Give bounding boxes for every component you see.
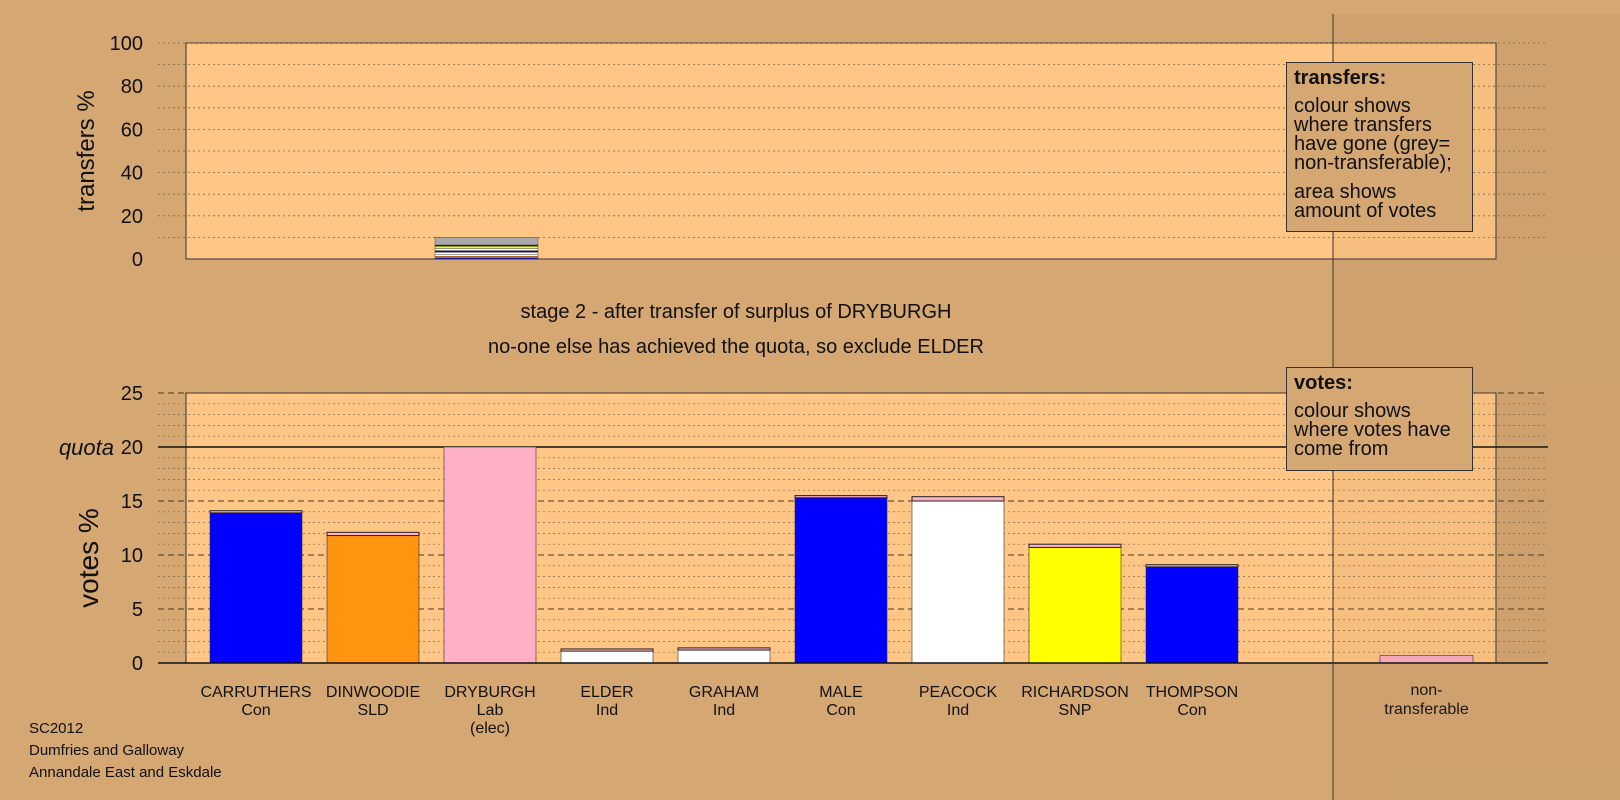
bar-dinwoodie: [326, 535, 420, 664]
candidate-name-dinwoodie: DINWOODIE: [326, 684, 420, 701]
bar-carruthers: [209, 512, 303, 664]
votes-legend: votes: colour shows where votes have com…: [1286, 367, 1473, 471]
candidate-name-richardson: RICHARDSON: [1021, 684, 1129, 701]
bar-elder: [560, 650, 654, 664]
votes-y-tick-label: 15: [121, 491, 143, 513]
candidate-status-dryburgh: (elec): [470, 720, 510, 737]
transfer-segment-peacock: [434, 248, 539, 251]
transfers-y-tick-label: 40: [121, 163, 143, 185]
bar-transfer-richardson: [1028, 543, 1122, 548]
candidate-party-carruthers: Con: [241, 702, 270, 719]
transfers-legend: transfers: colour shows where transfers …: [1286, 62, 1473, 232]
bar-transfer-peacock: [911, 496, 1005, 502]
candidate-party-peacock: Ind: [947, 702, 969, 719]
transfer-segment-dinwoodie: [434, 255, 539, 259]
transfers-legend-area-text: area shows amount of votes: [1294, 181, 1437, 222]
stage-title: stage 2 - after transfer of surplus of D…: [521, 301, 952, 323]
transfers-y-tick-label: 60: [121, 119, 143, 141]
footer-ward: Annandale East and Eskdale: [29, 764, 222, 781]
bar-transfer-graham: [677, 647, 771, 651]
candidate-name-carruthers: CARRUTHERS: [200, 684, 311, 701]
transfers-y-tick-label: 100: [110, 33, 143, 55]
votes-legend-title: votes:: [1294, 372, 1353, 394]
bar-transfer-thompson: [1145, 564, 1239, 568]
transfers-legend-colour-text: colour shows where transfers have gone (…: [1294, 95, 1452, 174]
candidate-name-thompson: THOMPSON: [1146, 684, 1238, 701]
candidate-name-elder: ELDER: [580, 684, 633, 701]
transfers-y-tick-label: 20: [121, 206, 143, 228]
candidate-name-dryburgh: DRYBURGH: [444, 684, 535, 701]
candidate-party-elder: Ind: [596, 702, 618, 719]
footer-election: SC2012: [29, 720, 84, 737]
candidate-name-peacock: PEACOCK: [919, 684, 998, 701]
transfers-legend-title: transfers:: [1294, 67, 1387, 89]
transfer-segment-elder: [434, 254, 539, 257]
transfers-y-tick-label: 80: [121, 76, 143, 98]
transfer-segment-male: [434, 250, 539, 253]
non-transferable-label: non-: [1410, 682, 1442, 699]
transfers-y-axis-label: transfers %: [73, 90, 100, 211]
footer-council: Dumfries and Galloway: [29, 742, 185, 759]
bar-peacock: [911, 500, 1005, 664]
bar-dryburgh: [443, 446, 537, 664]
candidate-party-male: Con: [826, 702, 855, 719]
votes-legend-colour-text: colour shows where votes have come from: [1294, 400, 1451, 460]
non-transferable-label-2: transferable: [1384, 701, 1469, 718]
votes-y-tick-label: 25: [121, 383, 143, 405]
bar-transfer-dinwoodie: [326, 531, 420, 537]
transfers-y-tick-label: 0: [132, 249, 143, 271]
stage-subtitle: no-one else has achieved the quota, so e…: [488, 336, 984, 358]
bar-graham: [677, 649, 771, 664]
candidate-party-thompson: Con: [1177, 702, 1206, 719]
candidate-name-male: MALE: [819, 684, 863, 701]
votes-y-tick-label: 10: [121, 545, 143, 567]
candidate-party-graham: Ind: [713, 702, 735, 719]
votes-y-tick-label: 5: [132, 599, 143, 621]
candidate-party-dinwoodie: SLD: [357, 702, 388, 719]
bar-transfer-male: [794, 495, 888, 499]
quota-label: quota: [59, 435, 114, 460]
candidate-party-dryburgh: Lab: [477, 702, 504, 719]
votes-y-tick-label: 20: [121, 437, 143, 459]
transfer-segment-non-transferable: [434, 237, 539, 246]
footer: SC2012 Dumfries and Galloway Annandale E…: [29, 718, 222, 784]
transfer-segment-richardson: [434, 246, 539, 249]
bar-thompson: [1145, 566, 1239, 664]
candidate-name-graham: GRAHAM: [689, 684, 759, 701]
bar-transfer-carruthers: [209, 510, 303, 514]
bar-transfer-elder: [560, 648, 654, 652]
votes-y-tick-label: 0: [132, 653, 143, 675]
transfer-segment-graham: [434, 252, 539, 255]
votes-y-axis-label: votes %: [73, 508, 104, 608]
candidate-party-richardson: SNP: [1059, 702, 1092, 719]
bar-male: [794, 497, 888, 664]
bar-richardson: [1028, 547, 1122, 664]
